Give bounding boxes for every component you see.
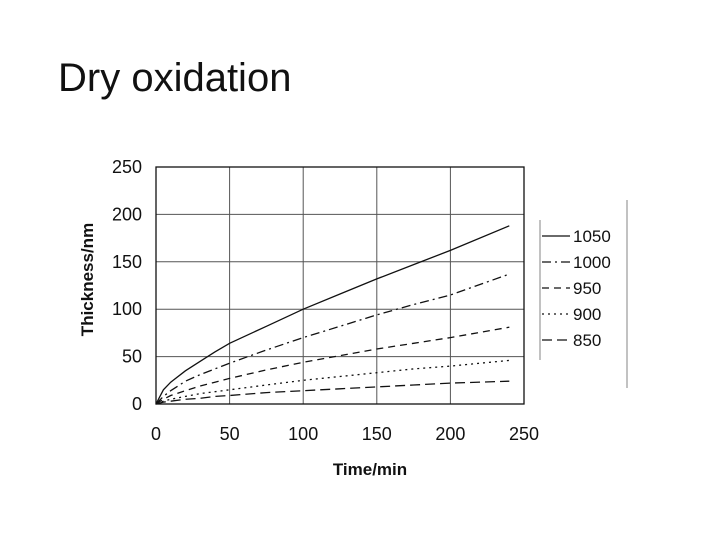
y-tick-label: 100 — [112, 299, 142, 319]
x-tick-label: 0 — [151, 424, 161, 444]
series-line-950 — [155, 326, 510, 405]
x-tick-labels: 0 50 100 150 200 250 — [151, 424, 539, 444]
y-tick-labels: 0 50 100 150 200 250 — [112, 157, 142, 414]
series-line-850 — [155, 380, 510, 405]
x-tick-label: 50 — [220, 424, 240, 444]
chart-grid — [155, 166, 525, 405]
series-line-1000 — [155, 273, 510, 405]
plot-frame — [155, 166, 525, 405]
y-tick-label: 250 — [112, 157, 142, 177]
legend-label-850: 850 — [573, 331, 601, 350]
y-tick-label: 150 — [112, 252, 142, 272]
series-line-1050 — [155, 225, 510, 405]
y-tick-label: 0 — [132, 394, 142, 414]
y-tick-label: 200 — [112, 204, 142, 224]
x-tick-label: 150 — [362, 424, 392, 444]
legend-label-1050: 1050 — [573, 227, 611, 246]
legend-label-900: 900 — [573, 305, 601, 324]
legend-label-1000: 1000 — [573, 253, 611, 272]
series-group — [155, 225, 510, 405]
y-tick-label: 50 — [122, 347, 142, 367]
legend-label-950: 950 — [573, 279, 601, 298]
x-tick-label: 250 — [509, 424, 539, 444]
chart-legend: 1050 1000 950 900 850 — [539, 200, 628, 388]
y-axis-label: Thickness/nm — [78, 223, 97, 336]
x-axis-label: Time/min — [333, 460, 407, 479]
x-tick-label: 100 — [288, 424, 318, 444]
x-tick-label: 200 — [435, 424, 465, 444]
slide-title: Dry oxidation — [58, 56, 292, 100]
